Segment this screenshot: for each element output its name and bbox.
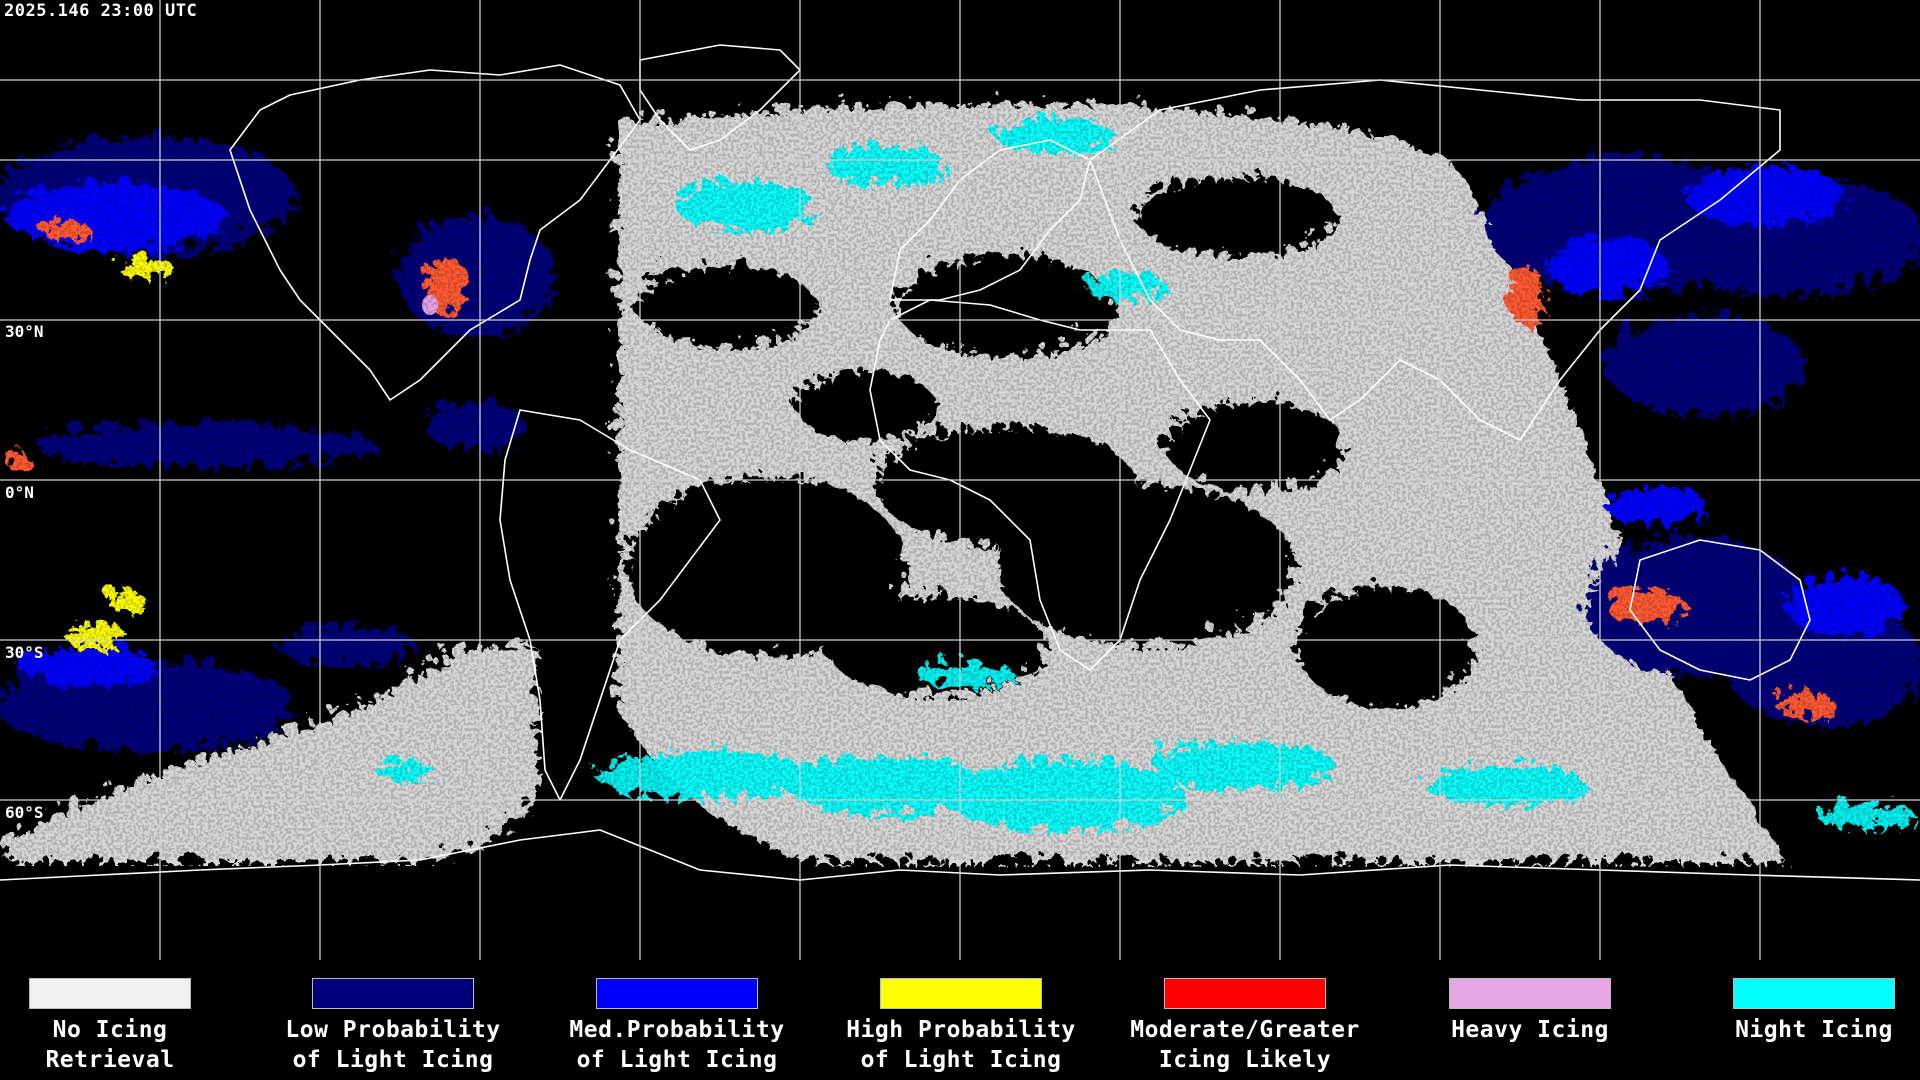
icing-map — [0, 0, 1920, 960]
legend-label-no-icing: No Icing Retrieval — [45, 1017, 175, 1073]
legend-label-low-probability: Low Probability of Light Icing — [285, 1017, 501, 1073]
legend-swatch-high-probability — [880, 978, 1042, 1009]
legend-item-low-probability: Low Probability of Light Icing — [258, 978, 528, 1075]
legend-label-med-probability: Med.Probability of Light Icing — [569, 1017, 785, 1073]
legend: No Icing Retrieval Low Probability of Li… — [0, 960, 1920, 1080]
legend-item-heavy: Heavy Icing — [1395, 978, 1665, 1045]
timestamp: 2025.146 23:00 UTC — [4, 1, 198, 21]
legend-swatch-heavy — [1449, 978, 1611, 1009]
legend-swatch-no-icing — [29, 978, 191, 1009]
legend-swatch-night — [1733, 978, 1895, 1009]
lat-label-0n: 0°N — [5, 483, 34, 502]
legend-swatch-moderate — [1164, 978, 1326, 1009]
legend-item-moderate: Moderate/Greater Icing Likely — [1110, 978, 1380, 1075]
lat-label-30s: 30°S — [5, 643, 44, 662]
legend-item-no-icing: No Icing Retrieval — [0, 978, 245, 1075]
legend-label-heavy: Heavy Icing — [1451, 1017, 1609, 1043]
legend-swatch-med-probability — [596, 978, 758, 1009]
legend-label-night: Night Icing — [1735, 1017, 1893, 1043]
lat-label-30n: 30°N — [5, 322, 44, 341]
legend-item-med-probability: Med.Probability of Light Icing — [542, 978, 812, 1075]
legend-item-night: Night Icing — [1679, 978, 1920, 1045]
graticule — [0, 0, 1920, 960]
legend-item-high-probability: High Probability of Light Icing — [826, 978, 1096, 1075]
legend-label-high-probability: High Probability of Light Icing — [846, 1017, 1076, 1073]
legend-swatch-low-probability — [312, 978, 474, 1009]
lat-label-60s: 60°S — [5, 803, 44, 822]
legend-label-moderate: Moderate/Greater Icing Likely — [1130, 1017, 1360, 1073]
